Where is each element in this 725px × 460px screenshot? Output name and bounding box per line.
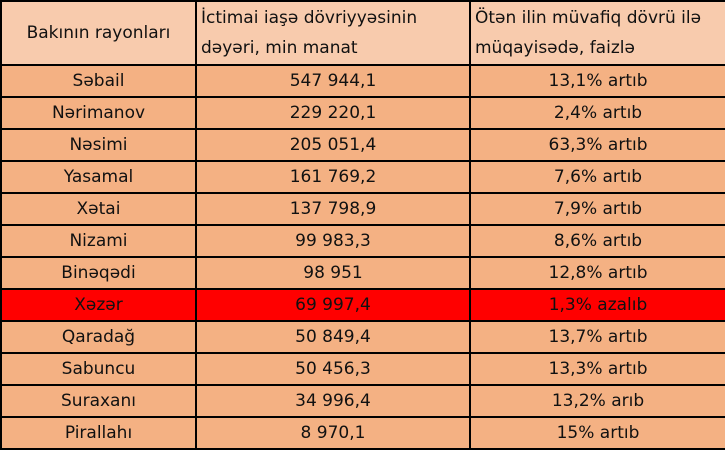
header-row: Bakının rayonları İctimai iaşə dövriyyəs… [0,0,725,66]
cell-value: 205 051,4 [195,128,471,162]
cell-change: 13,3% artıb [469,352,725,386]
table-row: Pirallahı 8 970,1 15% artıb [0,416,725,450]
table-row: Səbail 547 944,1 13,1% artıb [0,64,725,98]
header-change: Ötən ilin müvafiq dövrü ilə müqayisədə, … [469,0,725,66]
header-district: Bakının rayonları [0,0,197,66]
table-row: Suraxanı 34 996,4 13,2% arıb [0,384,725,418]
district-table: Bakının rayonları İctimai iaşə dövriyyəs… [0,0,725,450]
cell-district: Nizami [0,224,197,258]
table-row: Nərimanov 229 220,1 2,4% artıb [0,96,725,130]
cell-value: 34 996,4 [195,384,471,418]
cell-value: 137 798,9 [195,192,471,226]
cell-change: 63,3% artıb [469,128,725,162]
table-row: Xəzər 69 997,4 1,3% azalıb [0,288,725,322]
cell-value: 50 456,3 [195,352,471,386]
cell-district: Xəzər [0,288,197,322]
cell-district: Suraxanı [0,384,197,418]
table-row: Binəqədi 98 951 12,8% artıb [0,256,725,290]
cell-district: Pirallahı [0,416,197,450]
cell-change: 15% artıb [469,416,725,450]
cell-district: Yasamal [0,160,197,194]
cell-change: 7,6% artıb [469,160,725,194]
cell-value: 98 951 [195,256,471,290]
table-row: Xətai 137 798,9 7,9% artıb [0,192,725,226]
cell-district: Sabuncu [0,352,197,386]
cell-district: Nəsimi [0,128,197,162]
header-value: İctimai iaşə dövriyyəsinin dəyəri, min m… [195,0,471,66]
cell-value: 161 769,2 [195,160,471,194]
cell-change: 12,8% artıb [469,256,725,290]
table-row: Nəsimi 205 051,4 63,3% artıb [0,128,725,162]
cell-district: Nərimanov [0,96,197,130]
cell-change: 1,3% azalıb [469,288,725,322]
cell-change: 8,6% artıb [469,224,725,258]
cell-district: Binəqədi [0,256,197,290]
cell-value: 229 220,1 [195,96,471,130]
cell-value: 50 849,4 [195,320,471,354]
cell-district: Xətai [0,192,197,226]
cell-change: 7,9% artıb [469,192,725,226]
cell-change: 13,1% artıb [469,64,725,98]
cell-district: Səbail [0,64,197,98]
cell-change: 2,4% artıb [469,96,725,130]
cell-change: 13,7% artıb [469,320,725,354]
table-row: Qaradağ 50 849,4 13,7% artıb [0,320,725,354]
table-row: Sabuncu 50 456,3 13,3% artıb [0,352,725,386]
cell-value: 547 944,1 [195,64,471,98]
table-row: Nizami 99 983,3 8,6% artıb [0,224,725,258]
cell-value: 8 970,1 [195,416,471,450]
table-row: Yasamal 161 769,2 7,6% artıb [0,160,725,194]
cell-district: Qaradağ [0,320,197,354]
cell-value: 99 983,3 [195,224,471,258]
cell-value: 69 997,4 [195,288,471,322]
cell-change: 13,2% arıb [469,384,725,418]
